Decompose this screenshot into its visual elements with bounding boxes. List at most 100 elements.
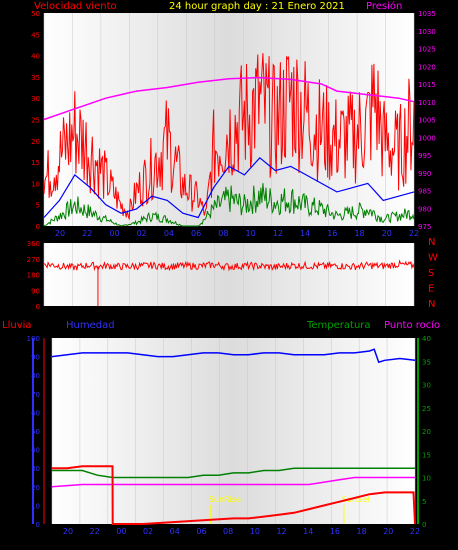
x-tick-label: 14	[303, 527, 313, 536]
y-tick-label: 5	[422, 498, 426, 506]
sun-marker-label: SunSet	[342, 495, 370, 504]
y-tick-label: 0	[36, 521, 40, 529]
compass-label: W	[428, 253, 438, 264]
y-tick-label: 990	[418, 170, 431, 178]
x-tick-label: 04	[164, 229, 174, 238]
y-tick-label: 20	[422, 428, 431, 436]
direction-series	[43, 259, 415, 306]
direction-grid	[43, 243, 415, 306]
y-tick-label: 25	[31, 117, 40, 125]
y-tick-label: 70	[31, 391, 40, 399]
x-tick-label: 16	[330, 527, 340, 536]
x-tick-label: 00	[116, 527, 126, 536]
dewpoint-label: Punto rocío	[384, 319, 440, 331]
compass-label: N	[428, 299, 435, 310]
pressure-label: Presión	[366, 0, 402, 12]
rain-grid	[51, 338, 416, 524]
x-tick-label: 14	[300, 229, 310, 238]
humidity-line	[51, 348, 416, 364]
x-tick-label: 18	[357, 527, 367, 536]
compass-label: N	[428, 237, 435, 248]
y-tick-label: 40	[31, 447, 40, 455]
x-tick-label: 20	[55, 229, 65, 238]
y-tick-label: 25	[422, 405, 431, 413]
y-tick-label: 5	[36, 202, 40, 210]
y-tick-label: 360	[27, 240, 40, 248]
y-tick-label: 30	[31, 95, 40, 103]
x-tick-label: 12	[273, 229, 283, 238]
y-tick-label: 270	[27, 256, 40, 264]
x-tick-label: 22	[410, 527, 420, 536]
wind-speed-label: Velocidad viento	[34, 1, 117, 12]
y-tick-label: 60	[31, 409, 40, 417]
direction-degree-axis: 0 90 180 270 360	[27, 240, 40, 311]
y-tick-label: 180	[27, 272, 40, 280]
y-tick-label: 35	[31, 74, 40, 82]
temperature-label: Temperatura	[306, 320, 371, 331]
y-tick-label: 1030	[418, 28, 436, 36]
direction-line	[43, 259, 415, 272]
x-tick-label: 02	[143, 527, 153, 536]
sun-marker-label: SunRise	[209, 495, 241, 504]
y-tick-label: 90	[31, 354, 40, 362]
wind_green-line	[43, 183, 415, 227]
temperature-axis: 0 5 10 15 20 25 30 35 40	[422, 335, 431, 529]
x-tick-label: 02	[137, 229, 147, 238]
temperature-line	[52, 467, 415, 479]
humidity-label: Humedad	[66, 320, 115, 331]
y-tick-label: 45	[31, 31, 40, 39]
y-tick-label: 35	[422, 358, 431, 366]
rain-label: Lluvia	[2, 320, 32, 331]
y-tick-label: 995	[418, 152, 431, 160]
y-tick-label: 1000	[418, 134, 436, 142]
y-tick-label: 985	[418, 188, 431, 196]
y-tick-label: 975	[418, 223, 431, 231]
y-tick-label: 980	[418, 205, 431, 213]
x-tick-label: 10	[250, 527, 260, 536]
x-tick-label: 06	[196, 527, 206, 536]
x-tick-label: 10	[246, 229, 256, 238]
y-tick-label: 15	[422, 451, 431, 459]
x-tick-label: 20	[383, 527, 393, 536]
compass-label: E	[428, 284, 434, 295]
pressure-axis: 975 980 985 990 995 1000 1005 1010 1015 1020 1025 1…	[418, 10, 436, 231]
y-tick-label: 1005	[418, 117, 436, 125]
x-tick-label: 22	[82, 229, 92, 238]
wind-speed-axis: 0 5 10 15 20 25 30 35 40 45 50	[31, 10, 40, 231]
x-tick-label: 00	[109, 229, 119, 238]
x-tick-label: 22	[90, 527, 100, 536]
wind_gust-line	[43, 53, 415, 220]
y-tick-label: 40	[31, 53, 40, 61]
y-tick-label: 80	[31, 372, 40, 380]
wind_avg-line	[43, 156, 415, 219]
x-tick-label: 04	[170, 527, 180, 536]
dewpoint-line	[51, 476, 415, 488]
wind-series	[43, 53, 415, 227]
y-tick-label: 40	[422, 335, 431, 343]
x-tick-label: 12	[276, 527, 286, 536]
y-tick-label: 50	[31, 428, 40, 436]
direction-plot-area	[44, 243, 414, 306]
pressure-line	[43, 76, 415, 121]
y-tick-label: 0	[36, 223, 40, 231]
y-tick-label: 1035	[418, 10, 436, 18]
y-tick-label: 10	[31, 180, 40, 188]
rain-humidity-series	[51, 348, 416, 525]
x-tick-label: 06	[191, 229, 201, 238]
y-tick-label: 50	[31, 10, 40, 18]
wind-x-axis: 20 22 00 02 04 06 08 10 12 14 16 18 20 22	[55, 229, 419, 238]
y-tick-label: 90	[31, 287, 40, 295]
rain-axis: 0 10 20 30 40 50 60 70 80 90 100	[27, 335, 40, 529]
y-tick-label: 15	[31, 159, 40, 167]
rain-x-axis: 20 22 00 02 04 06 08 10 12 14 16 18 20 22	[63, 527, 420, 536]
chart-title: 24 hour graph day : 21 Enero 2021	[169, 1, 345, 12]
x-tick-label: 18	[354, 229, 364, 238]
wind-plot-area	[44, 13, 414, 226]
y-tick-label: 0	[36, 303, 40, 311]
sun-markers: SunRise SunSet	[209, 495, 370, 524]
y-tick-label: 20	[31, 484, 40, 492]
